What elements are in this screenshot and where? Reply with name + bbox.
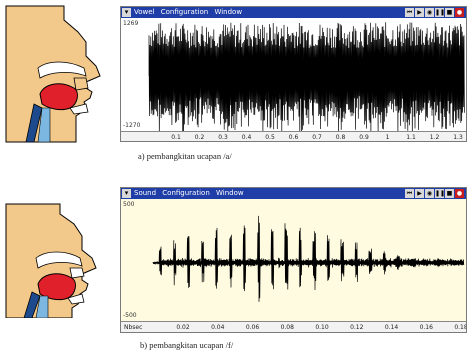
title-word: Configuration bbox=[160, 8, 209, 16]
waveform-trace-b bbox=[152, 215, 465, 302]
x-tick-label: 0.18 bbox=[454, 324, 467, 331]
x-tick-label: 0.12 bbox=[350, 324, 364, 331]
vocal-tract-diagram-b bbox=[4, 178, 112, 318]
title-word: Configuration bbox=[162, 189, 210, 197]
x-tick-label: 0.2 bbox=[194, 134, 205, 141]
window-title-a: Vowel Configuration Window bbox=[134, 7, 246, 18]
x-tick-label: 0.4 bbox=[241, 134, 252, 141]
x-tick-label: 0.06 bbox=[245, 324, 260, 331]
pause-icon[interactable]: ❚❚ bbox=[435, 189, 446, 198]
x-tick-label: 0.8 bbox=[335, 134, 346, 141]
x-tick-label: 0.04 bbox=[211, 324, 225, 331]
stop-icon[interactable]: ■ bbox=[445, 8, 454, 17]
x-tick-label: 1.3 bbox=[453, 134, 463, 141]
title-word: Sound bbox=[134, 189, 157, 197]
record-mode-icon[interactable]: ◉ bbox=[425, 8, 434, 17]
y-min-label-b: -500 bbox=[123, 312, 137, 319]
x-tick-label: 0.5 bbox=[265, 134, 275, 141]
playback-controls-b: ⏮ ▶ ◉ ❚❚ ■ ● bbox=[405, 189, 464, 198]
playback-controls-a: ⏮ ▶ ◉ ❚❚ ■ ● bbox=[405, 8, 464, 17]
record-mode-icon[interactable]: ◉ bbox=[425, 189, 434, 198]
x-tick-label: 0.3 bbox=[218, 134, 228, 141]
x-axis-a: 0.1 0.2 0.3 0.4 0.5 0.6 0.7 0.8 0.9 1 1.1 1.2 1.3 bbox=[121, 131, 466, 141]
record-icon[interactable]: ● bbox=[455, 8, 464, 17]
caption-b: b) pembangkitan ucapan /f/ bbox=[140, 340, 234, 350]
x-tick-label: 0.16 bbox=[419, 324, 433, 331]
window-menu-button[interactable]: ▾ bbox=[122, 189, 131, 198]
skip-back-icon[interactable]: ⏮ bbox=[405, 8, 414, 17]
x-tick-label: 1.2 bbox=[429, 134, 440, 141]
waveform-window-a[interactable]: ▾ Vowel Configuration Window ⏮ ▶ ◉ ❚❚ ■ … bbox=[120, 6, 467, 142]
x-axis-unit: Nbsec bbox=[124, 324, 143, 331]
pause-icon[interactable]: ❚❚ bbox=[435, 8, 446, 17]
y-max-label-b: 500 bbox=[123, 201, 135, 208]
x-tick-label: 0.02 bbox=[176, 324, 190, 331]
title-word: Vowel bbox=[134, 8, 155, 16]
waveform-window-b[interactable]: ▾ Sound Configuration Window ⏮ ▶ ◉ ❚❚ ■ … bbox=[120, 187, 467, 333]
skip-back-icon[interactable]: ⏮ bbox=[405, 189, 414, 198]
x-tick-label: 1 bbox=[385, 134, 390, 141]
window-title-b: Sound Configuration Window bbox=[134, 188, 248, 199]
x-tick-label: 0.7 bbox=[312, 134, 322, 141]
waveform-plot-a[interactable]: 1269 -1270 bbox=[121, 18, 466, 131]
play-icon[interactable]: ▶ bbox=[415, 189, 424, 198]
titlebar-b[interactable]: ▾ Sound Configuration Window ⏮ ▶ ◉ ❚❚ ■ … bbox=[121, 188, 466, 199]
x-tick-label: 0.9 bbox=[359, 134, 369, 141]
x-tick-label: 0.10 bbox=[315, 324, 329, 331]
x-axis-b: Nbsec 0.02 0.04 0.06 0.08 0.10 0.12 0.14 0.16 0.… bbox=[121, 321, 467, 332]
title-word: Window bbox=[216, 189, 244, 197]
waveform-trace-a bbox=[148, 22, 465, 131]
record-icon[interactable]: ● bbox=[455, 189, 464, 198]
x-tick-label: 0.1 bbox=[171, 134, 181, 141]
caption-a: a) pembangkitan ucapan /a/ bbox=[138, 151, 232, 161]
title-word: Window bbox=[214, 8, 243, 16]
x-tick-label: 0.08 bbox=[280, 324, 294, 331]
waveform-b bbox=[152, 215, 465, 302]
x-tick-label: 0.6 bbox=[288, 134, 299, 141]
titlebar-a[interactable]: ▾ Vowel Configuration Window ⏮ ▶ ◉ ❚❚ ■ … bbox=[121, 7, 466, 18]
play-icon[interactable]: ▶ bbox=[415, 8, 424, 17]
stop-icon[interactable]: ■ bbox=[445, 189, 454, 198]
window-menu-button[interactable]: ▾ bbox=[122, 8, 131, 17]
y-max-label-a: 1269 bbox=[123, 20, 139, 27]
waveform-plot-b[interactable]: 500 -500 bbox=[121, 199, 466, 321]
vocal-tract-diagram-a bbox=[4, 4, 112, 144]
y-min-label-a: -1270 bbox=[123, 122, 141, 129]
waveform-a bbox=[148, 22, 465, 131]
x-tick-label: 1.1 bbox=[406, 134, 416, 141]
x-tick-label: 0.14 bbox=[384, 324, 399, 331]
